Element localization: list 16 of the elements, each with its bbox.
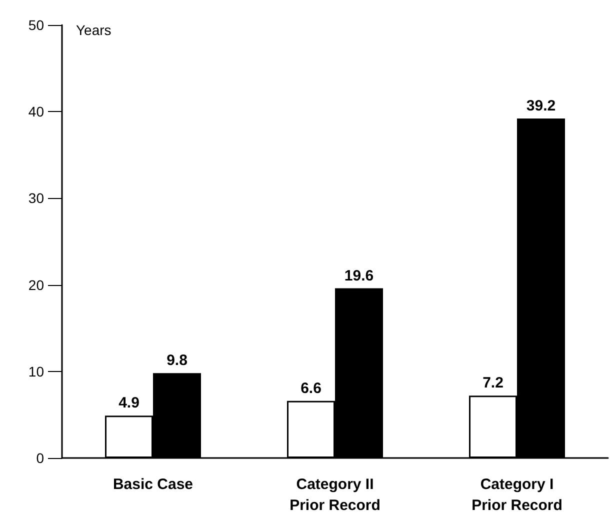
x-tick-label: Category I Prior Record <box>472 476 562 514</box>
x-tick-label: Basic Case <box>112 476 194 493</box>
y-axis-title: Years <box>76 22 112 38</box>
y-tick-label: 10 <box>28 363 44 380</box>
y-tick-label: 50 <box>28 17 44 33</box>
data-label: 6.6 <box>300 380 322 397</box>
y-tick-label: 0 <box>36 450 44 466</box>
data-label: 9.8 <box>166 352 188 370</box>
data-label: 39.2 <box>526 98 556 115</box>
y-tick-label: 20 <box>28 276 44 293</box>
data-label: 19.6 <box>344 267 374 284</box>
data-label: 4.9 <box>118 394 140 412</box>
y-tick-label: 40 <box>28 104 44 120</box>
data-label: 7.2 <box>482 374 504 392</box>
y-tick-label: 30 <box>28 190 44 206</box>
x-tick-label: Category II Prior Record <box>290 476 380 514</box>
